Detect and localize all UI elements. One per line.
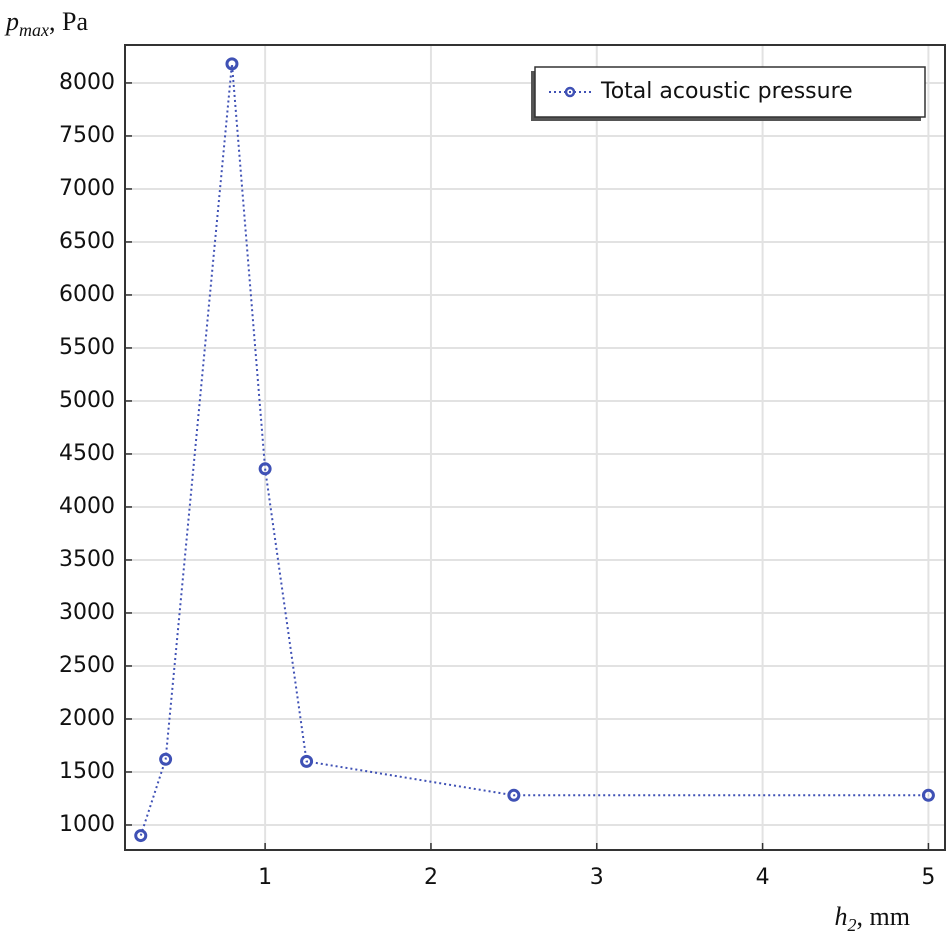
x-tick-label: 3 bbox=[590, 865, 604, 890]
y-label-unit: , Pa bbox=[49, 7, 88, 36]
y-tick-label: 4000 bbox=[59, 494, 115, 519]
y-tick-label: 3500 bbox=[59, 547, 115, 572]
point bbox=[300, 754, 314, 768]
x-tick-label: 5 bbox=[921, 865, 935, 890]
point bbox=[921, 788, 935, 802]
legend-box bbox=[534, 66, 926, 118]
plot-frame bbox=[124, 44, 946, 851]
y-tick-label: 6000 bbox=[59, 282, 115, 307]
y-tick-label: 2000 bbox=[59, 706, 115, 731]
series-line bbox=[139, 63, 929, 836]
x-tick-label: 1 bbox=[258, 865, 272, 890]
x-label-unit: , mm bbox=[857, 902, 910, 931]
y-tick-label: 7000 bbox=[59, 176, 115, 201]
x-tick-label: 2 bbox=[424, 865, 438, 890]
y-tick-label: 4500 bbox=[59, 441, 115, 466]
x-tick-label: 4 bbox=[756, 865, 770, 890]
y-tick-label: 6500 bbox=[59, 229, 115, 254]
y-label-main: p bbox=[4, 7, 19, 36]
y-tick-label: 5000 bbox=[59, 388, 115, 413]
y-label-sub: max bbox=[19, 20, 49, 40]
x-label-sub: 2 bbox=[848, 915, 857, 935]
y-tick-label: 2500 bbox=[59, 653, 115, 678]
y-tick-label: 5500 bbox=[59, 335, 115, 360]
y-tick-label: 1500 bbox=[59, 759, 115, 784]
point bbox=[134, 829, 148, 843]
y-axis-label: pmax, Pa bbox=[4, 7, 88, 40]
x-axis-label: h2, mm bbox=[835, 902, 910, 935]
point bbox=[225, 57, 239, 71]
y-tick-label: 7500 bbox=[59, 123, 115, 148]
point bbox=[507, 788, 521, 802]
point bbox=[159, 752, 173, 766]
y-tick-label: 3000 bbox=[59, 600, 115, 625]
legend-label: Total acoustic pressure bbox=[600, 79, 853, 104]
y-tick-label: 8000 bbox=[59, 70, 115, 95]
point bbox=[258, 462, 272, 476]
y-tick-label: 1000 bbox=[59, 812, 115, 837]
legend-marker bbox=[564, 86, 576, 98]
x-label-main: h bbox=[835, 902, 848, 931]
